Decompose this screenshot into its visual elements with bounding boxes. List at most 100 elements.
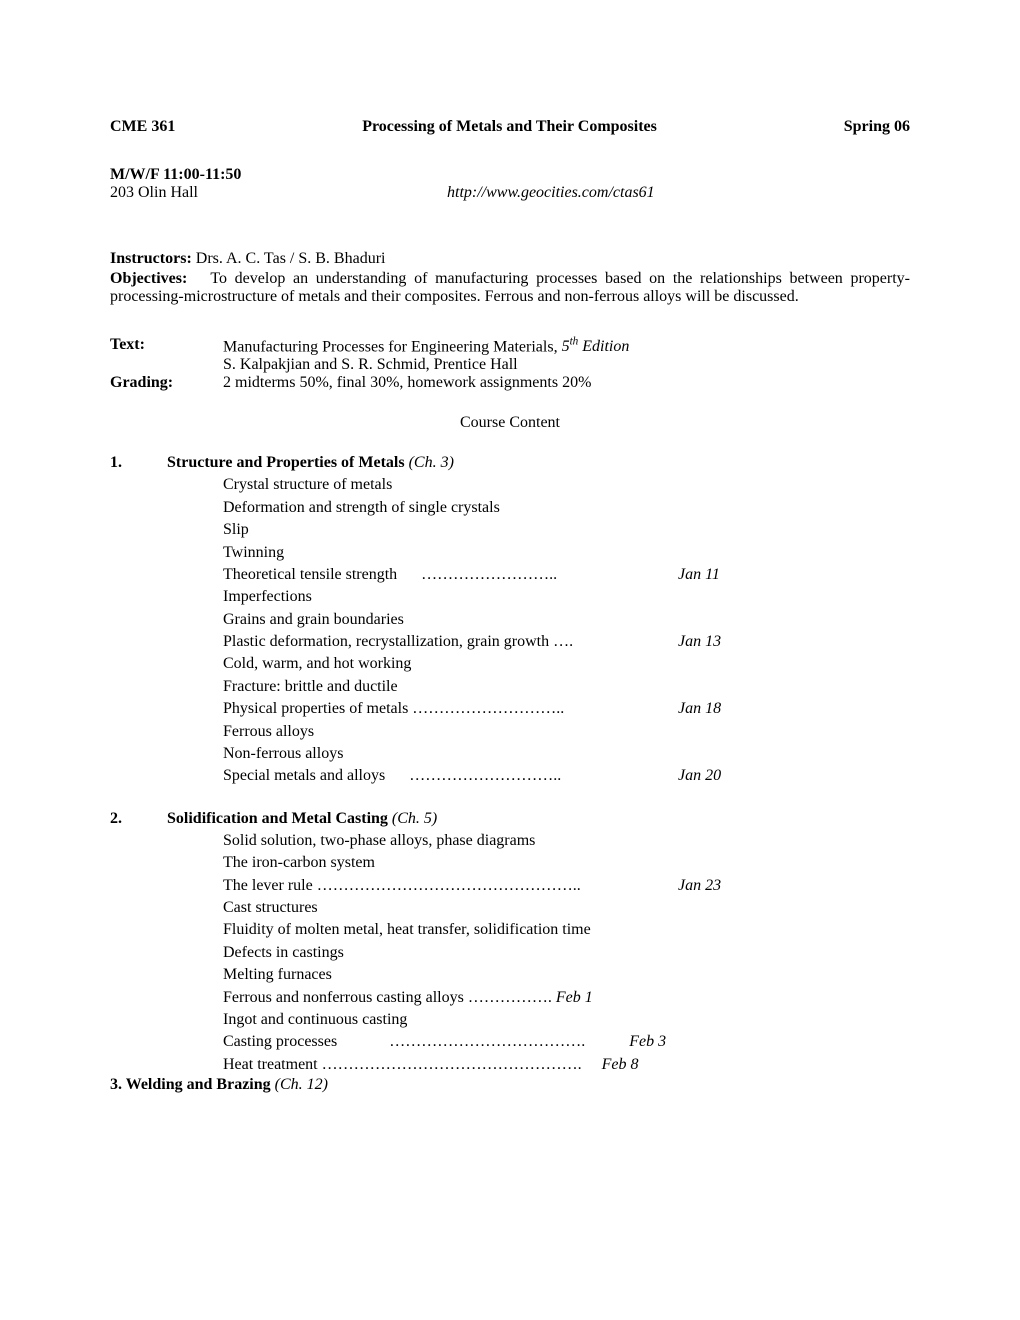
section-2-chapter: (Ch. 5) — [392, 810, 437, 827]
topic-text: Imperfections — [223, 588, 312, 605]
topic: Twinning — [110, 542, 910, 564]
topic-text: Theoretical tensile strength — [223, 566, 397, 583]
topic-text: Special metals and alloys — [223, 767, 385, 784]
grading-text: 2 midterms 50%, final 30%, homework assi… — [223, 374, 910, 392]
objectives-label: Objectives: — [110, 270, 187, 287]
topic: Cold, warm, and hot working — [110, 653, 910, 675]
topic: Defects in castings — [110, 942, 910, 964]
topic: Melting furnaces — [110, 964, 910, 986]
topic-text: Defects in castings — [223, 944, 344, 961]
edition-num: 5 — [562, 338, 570, 355]
instructors-label: Instructors: — [110, 250, 192, 267]
topic-dots: ……………………….. — [409, 767, 561, 784]
topic-date: Feb 8 — [602, 1056, 639, 1073]
topic-text: Fluidity of molten metal, heat transfer,… — [223, 921, 591, 938]
edition-sup: th — [570, 336, 579, 348]
section-2-number: 2. — [110, 810, 167, 828]
topic-text: Non-ferrous alloys — [223, 745, 343, 762]
objectives-block: Objectives: To develop an understanding … — [110, 270, 910, 306]
topic: Physical properties of metals ……………………….… — [110, 698, 910, 720]
topic: Ferrous alloys — [110, 721, 910, 743]
topic-date: Feb 3 — [629, 1033, 666, 1050]
topic-dots: ………………………………. — [389, 1033, 585, 1050]
section-3-header: 3. Welding and Brazing (Ch. 12) — [110, 1076, 910, 1094]
topic-text: The iron-carbon system — [223, 854, 375, 871]
section-1-title-text: Structure and Properties of Metals — [167, 454, 409, 471]
section-3-chapter: (Ch. 12) — [275, 1076, 328, 1093]
topic-date: Jan 20 — [678, 765, 721, 787]
topic: Crystal structure of metals — [110, 474, 910, 496]
grading-label: Grading: — [110, 374, 223, 392]
location-url-row: 203 Olin Hall http://www.geocities.com/c… — [110, 184, 910, 202]
topic: Solid solution, two-phase alloys, phase … — [110, 830, 910, 852]
term: Spring 06 — [844, 118, 910, 136]
header-row: CME 361 Processing of Metals and Their C… — [110, 118, 910, 136]
topic: Non-ferrous alloys — [110, 743, 910, 765]
topic-text: Deformation and strength of single cryst… — [223, 499, 500, 516]
topic-text: Ferrous alloys — [223, 723, 314, 740]
topic-text: Heat treatment — [223, 1056, 322, 1073]
topic-date-inline: Feb 1 — [552, 989, 593, 1006]
topic-text: Twinning — [223, 544, 284, 561]
schedule: M/W/F 11:00-11:50 — [110, 166, 910, 184]
topic: Cast structures — [110, 897, 910, 919]
topic-text: Ferrous and nonferrous casting alloys ……… — [223, 989, 552, 1006]
topic: Slip — [110, 519, 910, 541]
topic: Ferrous and nonferrous casting alloys ……… — [110, 987, 910, 1009]
section-2: 2. Solidification and Metal Casting (Ch.… — [110, 810, 910, 1076]
section-1-title: Structure and Properties of Metals (Ch. … — [167, 454, 454, 472]
topic: Ingot and continuous casting — [110, 1009, 910, 1031]
topic: Heat treatment …………………………………………. Feb 8 — [110, 1054, 910, 1076]
text-row-1: Text: Manufacturing Processes for Engine… — [110, 336, 910, 356]
topic: Theoretical tensile strength …………………….. … — [110, 564, 910, 586]
topic-text: Crystal structure of metals — [223, 476, 392, 493]
topic-date: Jan 23 — [678, 875, 721, 897]
location: 203 Olin Hall — [110, 184, 447, 202]
topic-date: Jan 18 — [678, 698, 721, 720]
topic-text: Casting processes — [223, 1033, 337, 1050]
topic: Casting processes ………………………………. Feb 3 — [110, 1031, 910, 1053]
course-content-heading: Course Content — [110, 414, 910, 432]
topic-text: Cold, warm, and hot working — [223, 655, 411, 672]
text-row-2: S. Kalpakjian and S. R. Schmid, Prentice… — [110, 356, 910, 374]
topic-text: Fracture: brittle and ductile — [223, 678, 398, 695]
section-1-chapter: (Ch. 3) — [409, 454, 454, 471]
instructors-line: Instructors: Drs. A. C. Tas / S. B. Bhad… — [110, 250, 910, 268]
section-1-header: 1. Structure and Properties of Metals (C… — [110, 454, 910, 472]
topic-text: Physical properties of metals ……………………….… — [223, 700, 564, 717]
syllabus-page: CME 361 Processing of Metals and Their C… — [0, 0, 1020, 1320]
objectives-text: To develop an understanding of manufactu… — [110, 270, 910, 305]
topic-date: Jan 13 — [678, 631, 721, 653]
topic-text: The lever rule ………………………………………….. — [223, 877, 581, 894]
instructors-names: Drs. A. C. Tas / S. B. Bhaduri — [192, 250, 386, 267]
topic-text: Slip — [223, 521, 249, 538]
topic: Fluidity of molten metal, heat transfer,… — [110, 919, 910, 941]
textbook-edition: 5th Edition — [562, 338, 630, 355]
topic: Special metals and alloys ……………………….. Ja… — [110, 765, 910, 787]
textbook-title: Manufacturing Processes for Engineering … — [223, 338, 562, 355]
section-2-header: 2. Solidification and Metal Casting (Ch.… — [110, 810, 910, 828]
topic-text: Grains and grain boundaries — [223, 611, 404, 628]
topic: Grains and grain boundaries — [110, 609, 910, 631]
course-code: CME 361 — [110, 118, 175, 136]
section-2-title-text: Solidification and Metal Casting — [167, 810, 392, 827]
text-label-empty — [110, 356, 223, 374]
text-value-1: Manufacturing Processes for Engineering … — [223, 336, 910, 356]
topic-text: Melting furnaces — [223, 966, 332, 983]
topic: Fracture: brittle and ductile — [110, 676, 910, 698]
section-3-title: 3. Welding and Brazing — [110, 1076, 275, 1093]
topic-dots: …………………….. — [421, 566, 557, 583]
topic: The lever rule ………………………………………….. Jan 23 — [110, 875, 910, 897]
edition-word: Edition — [578, 338, 629, 355]
topic-text: Plastic deformation, recrystallization, … — [223, 633, 573, 650]
text-label: Text: — [110, 336, 223, 356]
section-1-number: 1. — [110, 454, 167, 472]
topic: Deformation and strength of single cryst… — [110, 497, 910, 519]
topic: Imperfections — [110, 586, 910, 608]
textbook-authors: S. Kalpakjian and S. R. Schmid, Prentice… — [223, 356, 910, 374]
topic-text: Ingot and continuous casting — [223, 1011, 407, 1028]
course-title: Processing of Metals and Their Composite… — [362, 118, 657, 136]
grading-row: Grading: 2 midterms 50%, final 30%, home… — [110, 374, 910, 392]
topic: The iron-carbon system — [110, 852, 910, 874]
topic-dots: …………………………………………. — [322, 1056, 582, 1073]
